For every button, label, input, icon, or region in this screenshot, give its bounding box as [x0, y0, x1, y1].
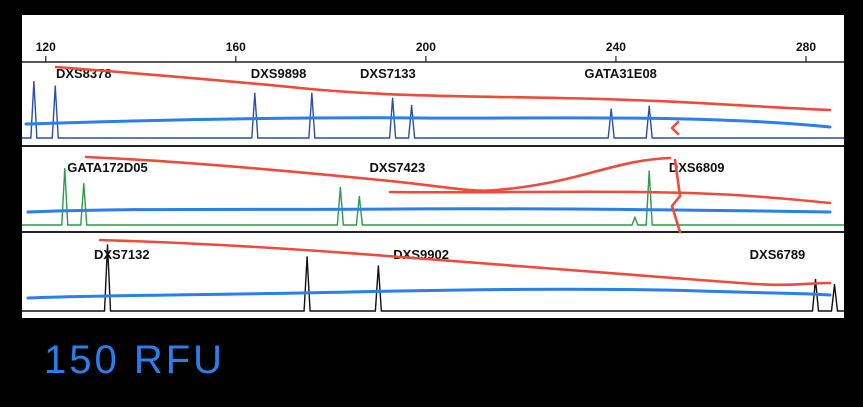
trend-line — [670, 120, 680, 136]
peak-point — [311, 92, 313, 95]
rfu-threshold-note: 150 RFU — [44, 338, 226, 382]
marker-label: DXS9898 — [251, 66, 307, 81]
peak-point — [54, 85, 57, 87]
trend-line — [84, 155, 672, 192]
peak-point — [648, 105, 650, 108]
x-tick-label: 280 — [796, 40, 816, 54]
marker-label: DXS7132 — [94, 247, 150, 262]
peak-point — [254, 92, 256, 95]
peak-point — [82, 182, 85, 185]
peak-point — [339, 186, 342, 189]
marker-label: GATA172D05 — [67, 160, 147, 175]
x-tick-label: 120 — [36, 40, 56, 54]
threshold-line — [26, 287, 832, 300]
trend-line — [670, 158, 682, 234]
trend-line — [54, 65, 832, 112]
peak-point — [33, 81, 35, 83]
marker-label: DXS7133 — [360, 66, 416, 81]
marker-label: DXS6789 — [750, 247, 806, 262]
peak-point — [106, 244, 109, 246]
marker-label: GATA31E08 — [584, 66, 657, 81]
trend-line — [388, 190, 832, 205]
peak-point — [833, 283, 836, 286]
dye-panel: GATA172D05 DXS7423 DXS6809 — [22, 160, 844, 226]
peak-point — [634, 216, 636, 219]
peak-point — [377, 265, 380, 267]
chart-background — [22, 15, 844, 318]
peak-point — [814, 278, 817, 281]
marker-label: DXS7423 — [370, 160, 426, 175]
peak-point — [610, 108, 612, 110]
peak-point — [306, 256, 308, 258]
x-tick-label: 160 — [226, 40, 246, 54]
peak-point — [358, 195, 361, 198]
trace-line — [22, 81, 844, 139]
x-tick-label: 200 — [416, 40, 436, 54]
peak-point — [410, 104, 413, 107]
x-tick-label: 240 — [606, 40, 626, 54]
trace-line — [22, 168, 844, 226]
peak-point — [391, 97, 394, 100]
marker-label: DXS6809 — [669, 160, 725, 175]
threshold-line — [26, 207, 832, 214]
peak-point — [648, 170, 650, 172]
trend-line — [98, 238, 832, 287]
threshold-line — [24, 116, 832, 129]
peak-point — [63, 167, 66, 170]
dye-panel: DXS7132 DXS9902 DXS6789 — [22, 244, 844, 312]
